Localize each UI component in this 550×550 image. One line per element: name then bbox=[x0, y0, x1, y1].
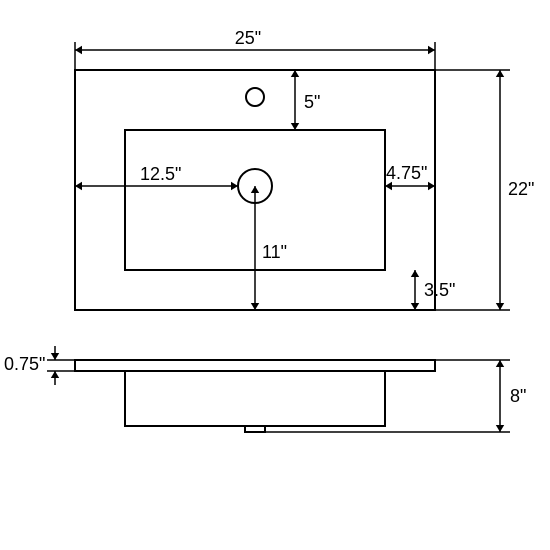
svg-text:5": 5" bbox=[304, 92, 320, 112]
svg-text:3.5": 3.5" bbox=[424, 280, 455, 300]
svg-text:25": 25" bbox=[235, 28, 261, 48]
sink-dimension-drawing: 25" 22" 5" 11" 12.5" 4.75" 3.5" 0.75" 8" bbox=[0, 0, 550, 550]
svg-text:4.75": 4.75" bbox=[386, 163, 427, 183]
svg-text:12.5": 12.5" bbox=[140, 164, 181, 184]
svg-text:11": 11" bbox=[262, 242, 287, 262]
svg-text:22": 22" bbox=[508, 179, 534, 199]
svg-text:0.75": 0.75" bbox=[4, 354, 45, 374]
svg-text:8": 8" bbox=[510, 386, 526, 406]
